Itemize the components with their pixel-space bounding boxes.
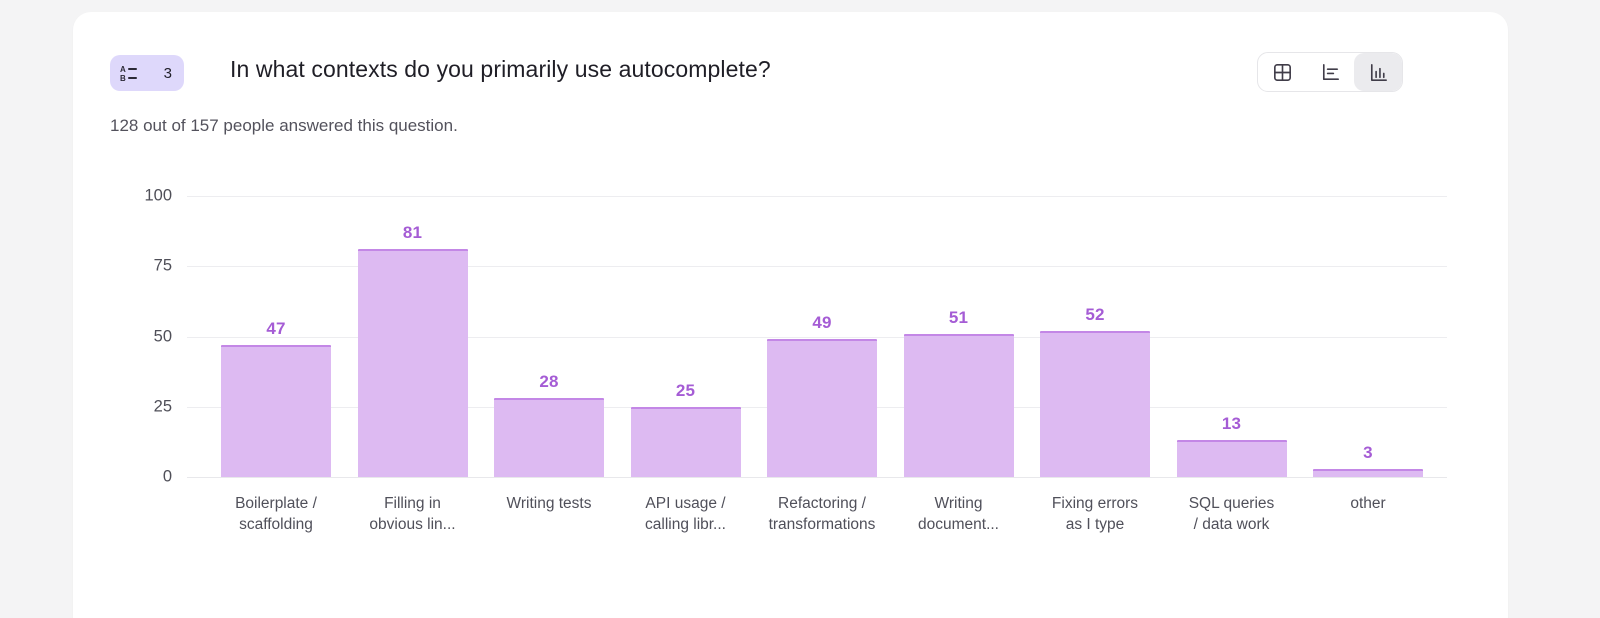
- bar: [221, 344, 331, 477]
- x-axis-label: Writing document...: [918, 495, 999, 533]
- x-axis-label: other: [1350, 495, 1386, 512]
- bar-value-label: 47: [266, 318, 286, 338]
- vertical-bar-view-button[interactable]: [1354, 53, 1402, 91]
- x-axis-label: SQL queries / data work: [1188, 495, 1275, 533]
- svg-text:B: B: [120, 74, 126, 83]
- x-axis-label: Filling in obvious lin...: [369, 495, 456, 533]
- x-axis-label: Refactoring / transformations: [768, 495, 876, 533]
- bar-value-label: 25: [675, 380, 696, 400]
- question-card: A B 3 In what contexts do you primarily …: [73, 12, 1508, 618]
- bar: [494, 398, 604, 477]
- response-count: 128 out of 157 people answered this ques…: [110, 116, 458, 135]
- bar: [1313, 468, 1423, 477]
- x-axis-label: Writing tests: [506, 495, 592, 512]
- bar-chart: 100 75 50 25 0 47 Boilerplate / scaffolding 81 F…: [144, 187, 1447, 533]
- table-icon: [1271, 61, 1294, 84]
- gridline: [187, 266, 1447, 268]
- bar-value-label: 51: [948, 307, 969, 327]
- bar: [630, 406, 741, 477]
- bar-value-label: 3: [1363, 442, 1373, 462]
- bar-chart-vertical-icon: [1367, 61, 1390, 84]
- y-axis-tick: 0: [162, 467, 172, 486]
- view-toggle-group: [1257, 52, 1403, 92]
- x-axis-label: Fixing errors as I type: [1051, 495, 1139, 533]
- y-axis-tick: 25: [153, 397, 172, 416]
- bar-value-label: 13: [1221, 414, 1242, 434]
- y-axis-tick: 50: [153, 327, 172, 345]
- bar-value-label: 81: [402, 223, 423, 243]
- gridline: [187, 477, 1447, 478]
- bar: [357, 249, 468, 477]
- svg-text:A: A: [120, 65, 126, 74]
- question-number-badge: A B 3: [110, 55, 184, 91]
- bar: [767, 339, 877, 477]
- question-title: In what contexts do you primarily use au…: [230, 56, 771, 82]
- bar-value-label: 52: [1085, 304, 1105, 324]
- y-axis-tick: 100: [144, 186, 172, 205]
- bar-value-label: 49: [812, 313, 832, 333]
- bar: [1040, 330, 1150, 477]
- gridline: [187, 336, 1447, 338]
- table-view-button[interactable]: [1258, 53, 1306, 91]
- bar: [1176, 440, 1287, 477]
- x-axis-label: Boilerplate / scaffolding: [235, 495, 317, 533]
- question-number: 3: [163, 64, 172, 82]
- multiple-choice-icon: A B: [120, 64, 139, 83]
- horizontal-bar-view-button[interactable]: [1306, 53, 1354, 91]
- card-header: A B 3 In what contexts do you primarily …: [110, 52, 1471, 95]
- bar-value-label: 28: [539, 372, 559, 392]
- bar: [903, 333, 1014, 477]
- bar-chart-horizontal-icon: [1319, 61, 1342, 84]
- gridline: [187, 196, 1447, 197]
- x-axis-label: API usage / calling libr...: [645, 495, 726, 533]
- y-axis-tick: 75: [153, 256, 172, 275]
